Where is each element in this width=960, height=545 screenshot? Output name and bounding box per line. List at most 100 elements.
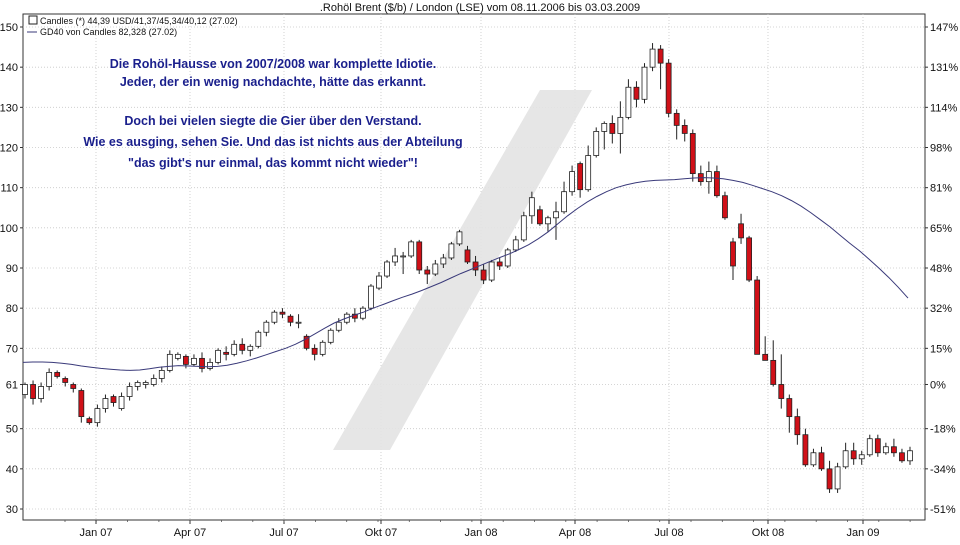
candle-body-up (231, 343, 238, 355)
candle-body-down (818, 452, 825, 470)
candle-body-down (665, 62, 672, 114)
candle-body-up (858, 454, 865, 460)
candle-body-down (730, 241, 736, 267)
y-tick-label-right: -34% (930, 464, 956, 476)
candle-body-up (553, 211, 559, 219)
candle-body-up (46, 372, 53, 387)
candle-body-up (456, 231, 463, 245)
candle-body-up (255, 331, 262, 347)
candle-body-down (762, 353, 769, 361)
candle-body-down (609, 123, 616, 134)
candle-body-down (86, 418, 93, 424)
candle-body-down (110, 396, 117, 403)
y-tick-label-right: 65% (930, 223, 952, 235)
candle-body-down (891, 446, 897, 454)
y-tick-label-left: 130 (0, 102, 18, 114)
x-tick-label: Jan 08 (464, 527, 497, 539)
x-tick-label: Okt 08 (752, 527, 784, 539)
candle-body-down (287, 315, 294, 323)
annotation-text: Die Rohöl-Hausse von 2007/2008 war kompl… (110, 57, 437, 71)
annotation-text: Jeder, der ein wenig nachdachte, hätte d… (120, 75, 426, 89)
x-tick-label: Jul 07 (269, 527, 298, 539)
candle-body-up (585, 155, 592, 191)
chart-title: .Rohöl Brent ($/b) / London (LSE) vom 08… (320, 2, 640, 14)
annotation-text: Doch bei vielen siegte die Gier über den… (124, 114, 421, 128)
candle-body-up (38, 386, 44, 399)
candle-body-up (842, 450, 849, 468)
candle-body-down (874, 438, 881, 454)
legend: Candles (*) 44,39 USD/41,37/45,34/40,12 … (27, 15, 238, 37)
y-tick-label-right: -18% (930, 424, 956, 436)
candle-body-up (118, 396, 125, 409)
candle-body-up (376, 275, 382, 289)
candle-body-up (319, 341, 326, 355)
candle-body-up (705, 171, 712, 183)
candle-body-up (94, 408, 101, 424)
candle-body-up (625, 86, 632, 118)
candle-body-down (239, 343, 246, 351)
y-tick-label-right: 32% (930, 303, 952, 315)
y-tick-label-left: 90 (6, 263, 18, 275)
candle-body-up (528, 197, 535, 217)
y-tick-label-right: -51% (930, 504, 956, 516)
y-tick-label-right: 48% (930, 263, 952, 275)
candle-body-down (657, 48, 664, 64)
y-tick-label-left: 40 (6, 464, 18, 476)
candle-body-up (432, 263, 439, 275)
x-tick-label: Okt 07 (365, 527, 397, 539)
candle-body-down (778, 384, 785, 399)
candle-body-up (512, 239, 519, 251)
candle-body-down (754, 279, 761, 355)
candle-body-down (496, 261, 503, 267)
candle-body-down (311, 347, 318, 355)
legend-gd40-label: GD40 von Candles 82,328 (27.02) (40, 27, 177, 37)
candle-body-up (368, 285, 374, 309)
candle-body-down (424, 269, 431, 275)
candle-body-up (207, 361, 213, 369)
annotation-text: Wie es ausging, sehen Sie. Und das ist n… (83, 135, 462, 149)
candle-body-up (593, 131, 600, 156)
y-tick-label-left: 50 (6, 424, 18, 436)
y-tick-label-left: 61 (6, 379, 18, 391)
candle-body-up (102, 398, 109, 409)
candle-body-down (70, 384, 77, 389)
candle-body-down (714, 171, 720, 197)
candle-body-down (199, 357, 205, 369)
candle-body-up (191, 357, 197, 365)
candle-body-down (673, 112, 680, 126)
candle-body-down (770, 359, 777, 385)
candle-body-down (633, 86, 640, 100)
candle-body-up (617, 116, 624, 134)
candle-body-up (134, 382, 141, 387)
candle-body-up (649, 48, 656, 68)
candle-body-up (166, 353, 173, 371)
candle-body-up (866, 438, 873, 456)
candle-body-up (834, 466, 841, 490)
candle-body-down (537, 209, 543, 225)
candle-body-down (183, 355, 189, 365)
x-tick-label: Apr 07 (174, 527, 206, 539)
candle-body-up (907, 450, 913, 462)
candle-body-up (448, 243, 455, 259)
y-tick-label-left: 80 (6, 303, 18, 315)
candle-body-down (826, 468, 833, 490)
y-tick-label-left: 120 (0, 143, 18, 155)
y-tick-label-right: 147% (930, 22, 958, 34)
candle-body-up (400, 255, 407, 258)
candle-body-up (150, 378, 157, 385)
candle-body-up (22, 384, 28, 395)
candle-body-down (722, 195, 728, 219)
candle-body-down (738, 223, 744, 239)
candle-body-up (810, 452, 817, 466)
y-tick-label-left: 110 (0, 183, 18, 195)
x-tick-label: Jan 07 (79, 527, 112, 539)
watermark-slash (333, 90, 592, 450)
candle-body-down (464, 249, 471, 263)
candle-body-up (263, 321, 270, 333)
candle-body-down (303, 335, 310, 349)
candle-body-up (335, 321, 342, 331)
y-tick-label-left: 100 (0, 223, 18, 235)
candle-body-up (392, 255, 398, 263)
y-tick-label-right: 15% (930, 343, 952, 355)
